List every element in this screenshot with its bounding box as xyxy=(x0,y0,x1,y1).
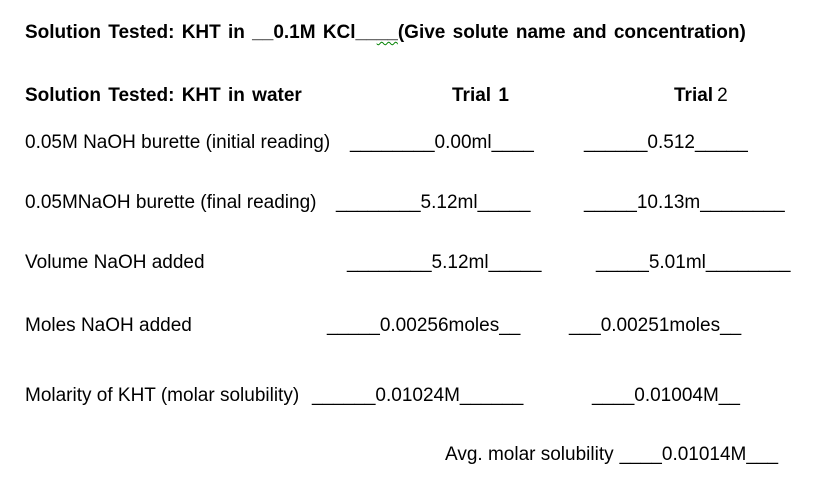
title-line: Solution Tested: KHT in __0.1M KCl____(G… xyxy=(25,21,817,45)
trial1-value: ________5.12ml_____ xyxy=(347,252,542,273)
header-label: Solution Tested: KHT in water xyxy=(25,85,302,106)
row-label: Moles NaOH added xyxy=(25,315,192,336)
title-prefix: Solution Tested: KHT in __0.1M KCl__ xyxy=(25,22,377,43)
avg-molar-solubility-line: Avg. molar solubility ____0.01014M___ xyxy=(445,443,817,467)
trial2-column-header: Trial 2 xyxy=(674,84,728,108)
trial1-value: ________5.12ml_____ xyxy=(336,192,531,213)
grammar-squiggle-underline: __ xyxy=(376,22,398,43)
trial2-number: 2 xyxy=(717,85,728,106)
row-label: 0.05M NaOH burette (initial reading) xyxy=(25,132,331,153)
avg-label: Avg. molar solubility xyxy=(445,444,614,465)
row-label: Molarity of KHT (molar solubility) xyxy=(25,385,300,406)
title-suffix: (Give solute name and concentration) xyxy=(397,22,746,43)
trial2-value: ______0.512_____ xyxy=(584,132,748,153)
trial1-value: ______0.01024M______ xyxy=(312,385,524,406)
trial2-value: ___0.00251moles__ xyxy=(569,315,742,336)
trial2-value: ____0.01004M__ xyxy=(592,385,740,406)
trial2-word: Trial xyxy=(674,85,714,106)
trial1-value: ________0.00ml____ xyxy=(350,132,534,153)
row-label: 0.05MNaOH burette (final reading) xyxy=(25,192,317,213)
trial2-value: _____5.01ml________ xyxy=(596,252,791,273)
trial1-value: _____0.00256moles__ xyxy=(327,315,521,336)
avg-value: ____0.01014M___ xyxy=(619,444,779,465)
row-label: Volume NaOH added xyxy=(25,252,205,273)
trial2-value: _____10.13m________ xyxy=(584,192,785,213)
trial1-column-header: Trial 1 xyxy=(452,85,509,106)
